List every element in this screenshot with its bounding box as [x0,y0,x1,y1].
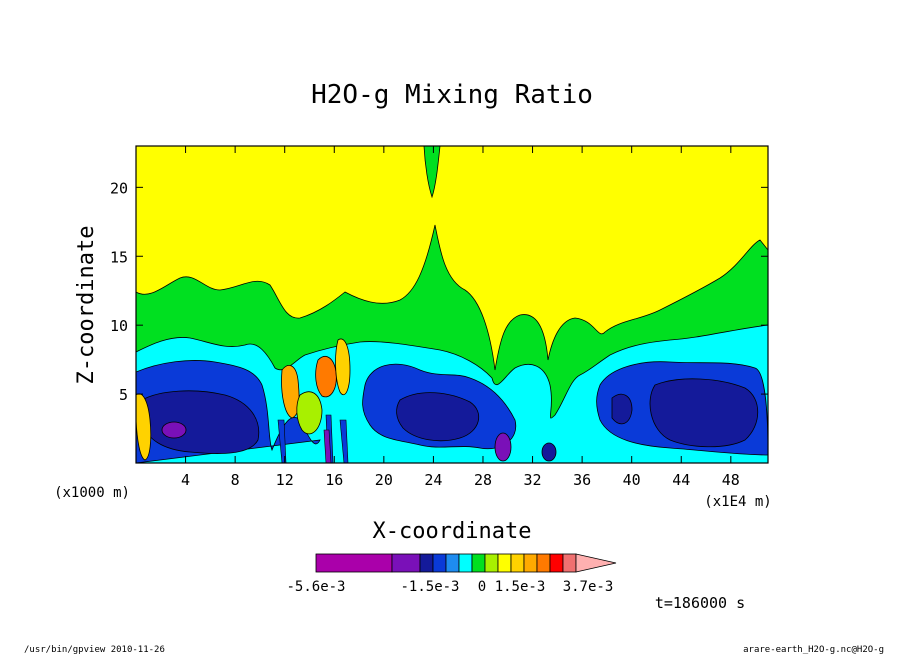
y-tick-label: 5 [119,386,128,404]
x-axis-label: X-coordinate [373,519,532,544]
x-ticks: 4 8 12 16 20 24 28 32 36 40 44 48 [181,146,740,489]
x-tick-label: 24 [424,471,442,489]
contour-green-plume [423,146,441,199]
colorbar [315,553,617,573]
contour-navy-2 [396,392,480,442]
contour-navy-4 [611,393,633,425]
colorbar-swatch [497,553,512,573]
colorbar-swatch [471,553,486,573]
contour-navy-5 [541,442,557,462]
contour-streaks-2 [323,429,332,463]
plot-frame [135,145,769,464]
colorbar-swatch [445,553,460,573]
colorbar-swatch [458,553,473,573]
contour-lime-cells [296,391,323,435]
contour-yellow-cells-2 [136,393,152,461]
contour-navy-3 [649,378,758,448]
x-tick-label: 16 [325,471,343,489]
colorbar-swatch [510,553,525,573]
x-scale-note: (x1E4 m) [704,494,771,510]
colorbar-swatch [391,553,421,573]
colorbar-swatch [432,553,447,573]
colorbar-tick-label: -1.5e-3 [400,579,459,595]
x-tick-label: 40 [623,471,641,489]
y-tick-label: 15 [110,248,128,266]
colorbar-tick-label: 1.5e-3 [495,579,546,595]
colorbar-swatch [315,553,393,573]
x-tick-label: 36 [573,471,591,489]
x-tick-label: 20 [375,471,393,489]
colorbar-swatch [419,553,434,573]
colorbar-arrow [575,553,617,573]
colorbar-swatch [562,553,577,573]
y-tick-label: 10 [110,317,128,335]
footer-right: arare-earth_H2O-g.nc@H2O-g [743,645,884,654]
y-ticks: 5 10 15 20 [110,179,768,404]
colorbar-tick-label: 0 [478,579,486,595]
x-tick-label: 44 [672,471,690,489]
x-tick-label: 4 [181,471,190,489]
colorbar-swatch [549,553,564,573]
colorbar-tick-label: 3.7e-3 [563,579,614,595]
contour-purple-min-2 [494,432,512,462]
chart-title: H2O-g Mixing Ratio [311,80,593,110]
colorbar-swatch [536,553,551,573]
contour-orange-cells-2 [315,356,337,398]
colorbar-tick-labels: -5.6e-3 -1.5e-3 0 1.5e-3 3.7e-3 [286,579,613,595]
colorbar-swatch [523,553,538,573]
x-tick-label: 28 [474,471,492,489]
y-scale-note: (x1000 m) [54,485,130,501]
y-axis-label: Z-coordinate [74,226,99,385]
x-tick-label: 48 [722,471,740,489]
x-tick-label: 8 [231,471,240,489]
x-tick-label: 12 [276,471,294,489]
footer-left: /usr/bin/gpview 2010-11-26 [24,645,165,654]
contour-purple-min [161,421,187,439]
colorbar-swatch [484,553,499,573]
y-tick-label: 20 [110,179,128,197]
contour-yellow-cells [335,338,351,396]
colorbar-tick-label: -5.6e-3 [286,579,345,595]
x-tick-label: 32 [524,471,542,489]
time-label: t=186000 s [655,594,745,612]
